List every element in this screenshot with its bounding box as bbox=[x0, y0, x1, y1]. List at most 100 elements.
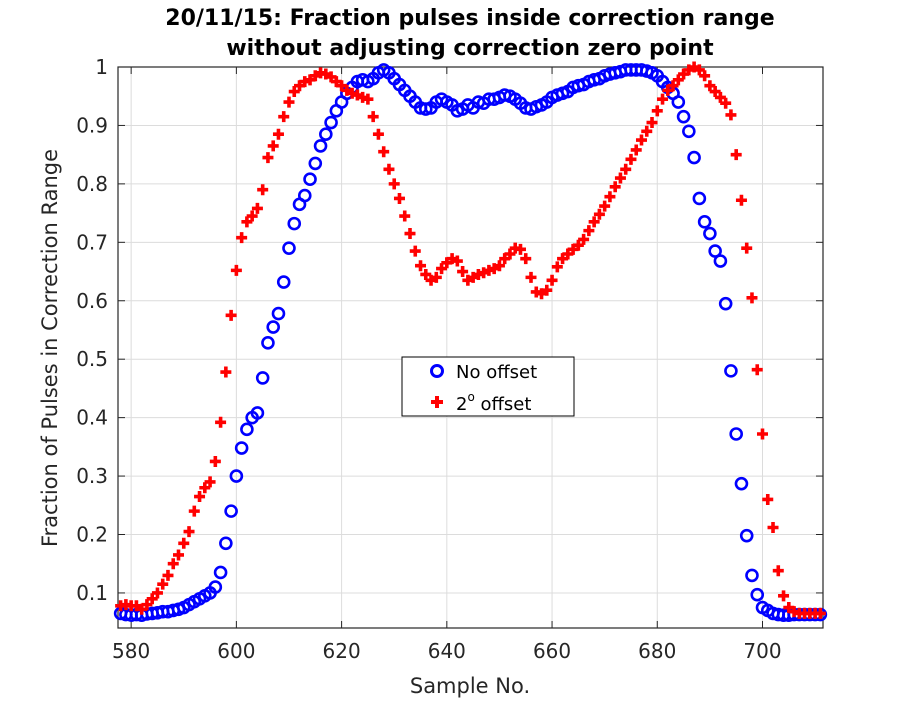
data-series bbox=[113, 61, 828, 622]
data-point-no-offset bbox=[724, 364, 738, 378]
data-point-2deg-offset bbox=[383, 163, 395, 175]
data-point-2deg-offset bbox=[162, 569, 174, 581]
series-2deg-offset bbox=[115, 61, 826, 619]
data-point-2deg-offset bbox=[814, 607, 826, 619]
data-point-2deg-offset bbox=[157, 578, 169, 590]
axes bbox=[117, 66, 824, 629]
data-point-2deg-offset bbox=[699, 70, 711, 82]
data-point-2deg-offset bbox=[583, 225, 595, 237]
data-point-2deg-offset bbox=[625, 153, 637, 165]
data-point-2deg-offset bbox=[693, 64, 705, 76]
data-point-no-offset bbox=[750, 587, 765, 602]
y-tick-label: 0.8 bbox=[76, 172, 108, 196]
data-point-no-offset bbox=[734, 476, 749, 491]
data-point-2deg-offset bbox=[288, 86, 300, 98]
data-point-2deg-offset bbox=[767, 521, 779, 533]
data-point-no-offset bbox=[213, 565, 228, 580]
axes-box bbox=[117, 66, 824, 629]
data-point-2deg-offset bbox=[272, 128, 284, 140]
y-tick-label: 0.6 bbox=[76, 289, 108, 313]
data-point-2deg-offset bbox=[657, 93, 669, 105]
data-point-2deg-offset bbox=[504, 248, 516, 260]
data-point-no-offset bbox=[208, 580, 223, 594]
legend-label-2deg-offset: 2o offset bbox=[456, 390, 531, 415]
data-point-2deg-offset bbox=[183, 526, 195, 538]
data-point-2deg-offset bbox=[525, 271, 537, 283]
y-tick-label: 1 bbox=[95, 55, 108, 79]
data-point-no-offset bbox=[271, 306, 286, 321]
data-point-no-offset bbox=[261, 336, 275, 350]
data-point-2deg-offset bbox=[378, 146, 390, 158]
chart-title-line-2: without adjusting correction zero point bbox=[226, 36, 714, 61]
data-point-2deg-offset bbox=[257, 184, 269, 196]
data-point-2deg-offset bbox=[493, 260, 505, 272]
y-tick-label: 0.5 bbox=[76, 347, 108, 371]
data-point-2deg-offset bbox=[188, 505, 200, 517]
data-point-2deg-offset bbox=[735, 194, 747, 206]
data-point-2deg-offset bbox=[141, 599, 153, 611]
data-point-2deg-offset bbox=[572, 239, 584, 251]
data-point-2deg-offset bbox=[451, 255, 463, 267]
legend-marker-2deg-offset bbox=[431, 396, 443, 408]
data-point-2deg-offset bbox=[635, 134, 647, 146]
data-point-2deg-offset bbox=[756, 428, 768, 440]
data-point-no-offset bbox=[697, 215, 712, 229]
data-point-2deg-offset bbox=[220, 366, 232, 378]
x-tick-label: 680 bbox=[638, 639, 676, 663]
data-point-no-offset bbox=[729, 427, 743, 441]
data-point-2deg-offset bbox=[251, 202, 263, 214]
data-point-2deg-offset bbox=[714, 91, 726, 103]
data-point-2deg-offset bbox=[672, 74, 684, 86]
data-point-2deg-offset bbox=[404, 228, 416, 240]
data-point-no-offset bbox=[308, 156, 323, 171]
data-point-no-offset bbox=[745, 568, 759, 583]
data-point-no-offset bbox=[692, 191, 707, 206]
data-point-no-offset bbox=[224, 504, 238, 518]
data-point-2deg-offset bbox=[167, 558, 179, 570]
data-point-2deg-offset bbox=[630, 144, 642, 156]
data-point-2deg-offset bbox=[393, 192, 405, 204]
data-point-2deg-offset bbox=[778, 590, 790, 602]
data-point-no-offset bbox=[418, 102, 433, 116]
data-point-no-offset bbox=[266, 320, 281, 334]
data-point-no-offset bbox=[708, 244, 722, 258]
data-point-2deg-offset bbox=[546, 274, 558, 286]
data-point-no-offset bbox=[676, 109, 691, 124]
data-point-no-offset bbox=[671, 95, 686, 109]
legend-label-2deg-sup: o bbox=[467, 390, 474, 404]
data-point-2deg-offset bbox=[746, 292, 758, 304]
legend-box bbox=[401, 356, 575, 417]
data-point-2deg-offset bbox=[267, 140, 279, 152]
data-point-2deg-offset bbox=[578, 233, 590, 245]
x-tick-label: 620 bbox=[323, 639, 361, 663]
data-point-no-offset bbox=[287, 216, 302, 231]
data-point-2deg-offset bbox=[551, 261, 563, 273]
y-tick-label: 0.3 bbox=[76, 464, 108, 488]
data-point-2deg-offset bbox=[772, 565, 784, 577]
data-point-2deg-offset bbox=[730, 149, 742, 161]
data-point-2deg-offset bbox=[704, 80, 716, 92]
x-tick-label: 600 bbox=[217, 639, 255, 663]
data-point-2deg-offset bbox=[420, 268, 432, 280]
data-point-2deg-offset bbox=[457, 266, 469, 278]
data-point-2deg-offset bbox=[199, 482, 211, 494]
x-axis-label: Sample No. bbox=[410, 674, 530, 698]
data-point-2deg-offset bbox=[751, 364, 763, 376]
data-point-2deg-offset bbox=[651, 105, 663, 117]
data-point-2deg-offset bbox=[588, 216, 600, 228]
chart-title-line-1: 20/11/15: Fraction pulses inside correct… bbox=[165, 6, 774, 31]
data-point-no-offset bbox=[313, 139, 328, 153]
data-point-2deg-offset bbox=[709, 86, 721, 98]
tick-labels: 580 600 620 640 660 680 700 0.1 0.2 0.3 0.4 0.5 0.6 0… bbox=[76, 55, 781, 663]
data-point-no-offset bbox=[687, 150, 701, 165]
data-point-2deg-offset bbox=[236, 232, 248, 244]
data-point-no-offset bbox=[282, 241, 296, 255]
data-point-no-offset bbox=[234, 441, 249, 455]
data-point-no-offset bbox=[240, 422, 254, 437]
y-tick-label: 0.1 bbox=[76, 581, 108, 605]
plot-area bbox=[118, 67, 823, 628]
data-point-2deg-offset bbox=[720, 97, 732, 109]
data-point-no-offset bbox=[255, 371, 270, 385]
data-point-2deg-offset bbox=[230, 264, 242, 276]
data-point-2deg-offset bbox=[178, 537, 190, 549]
